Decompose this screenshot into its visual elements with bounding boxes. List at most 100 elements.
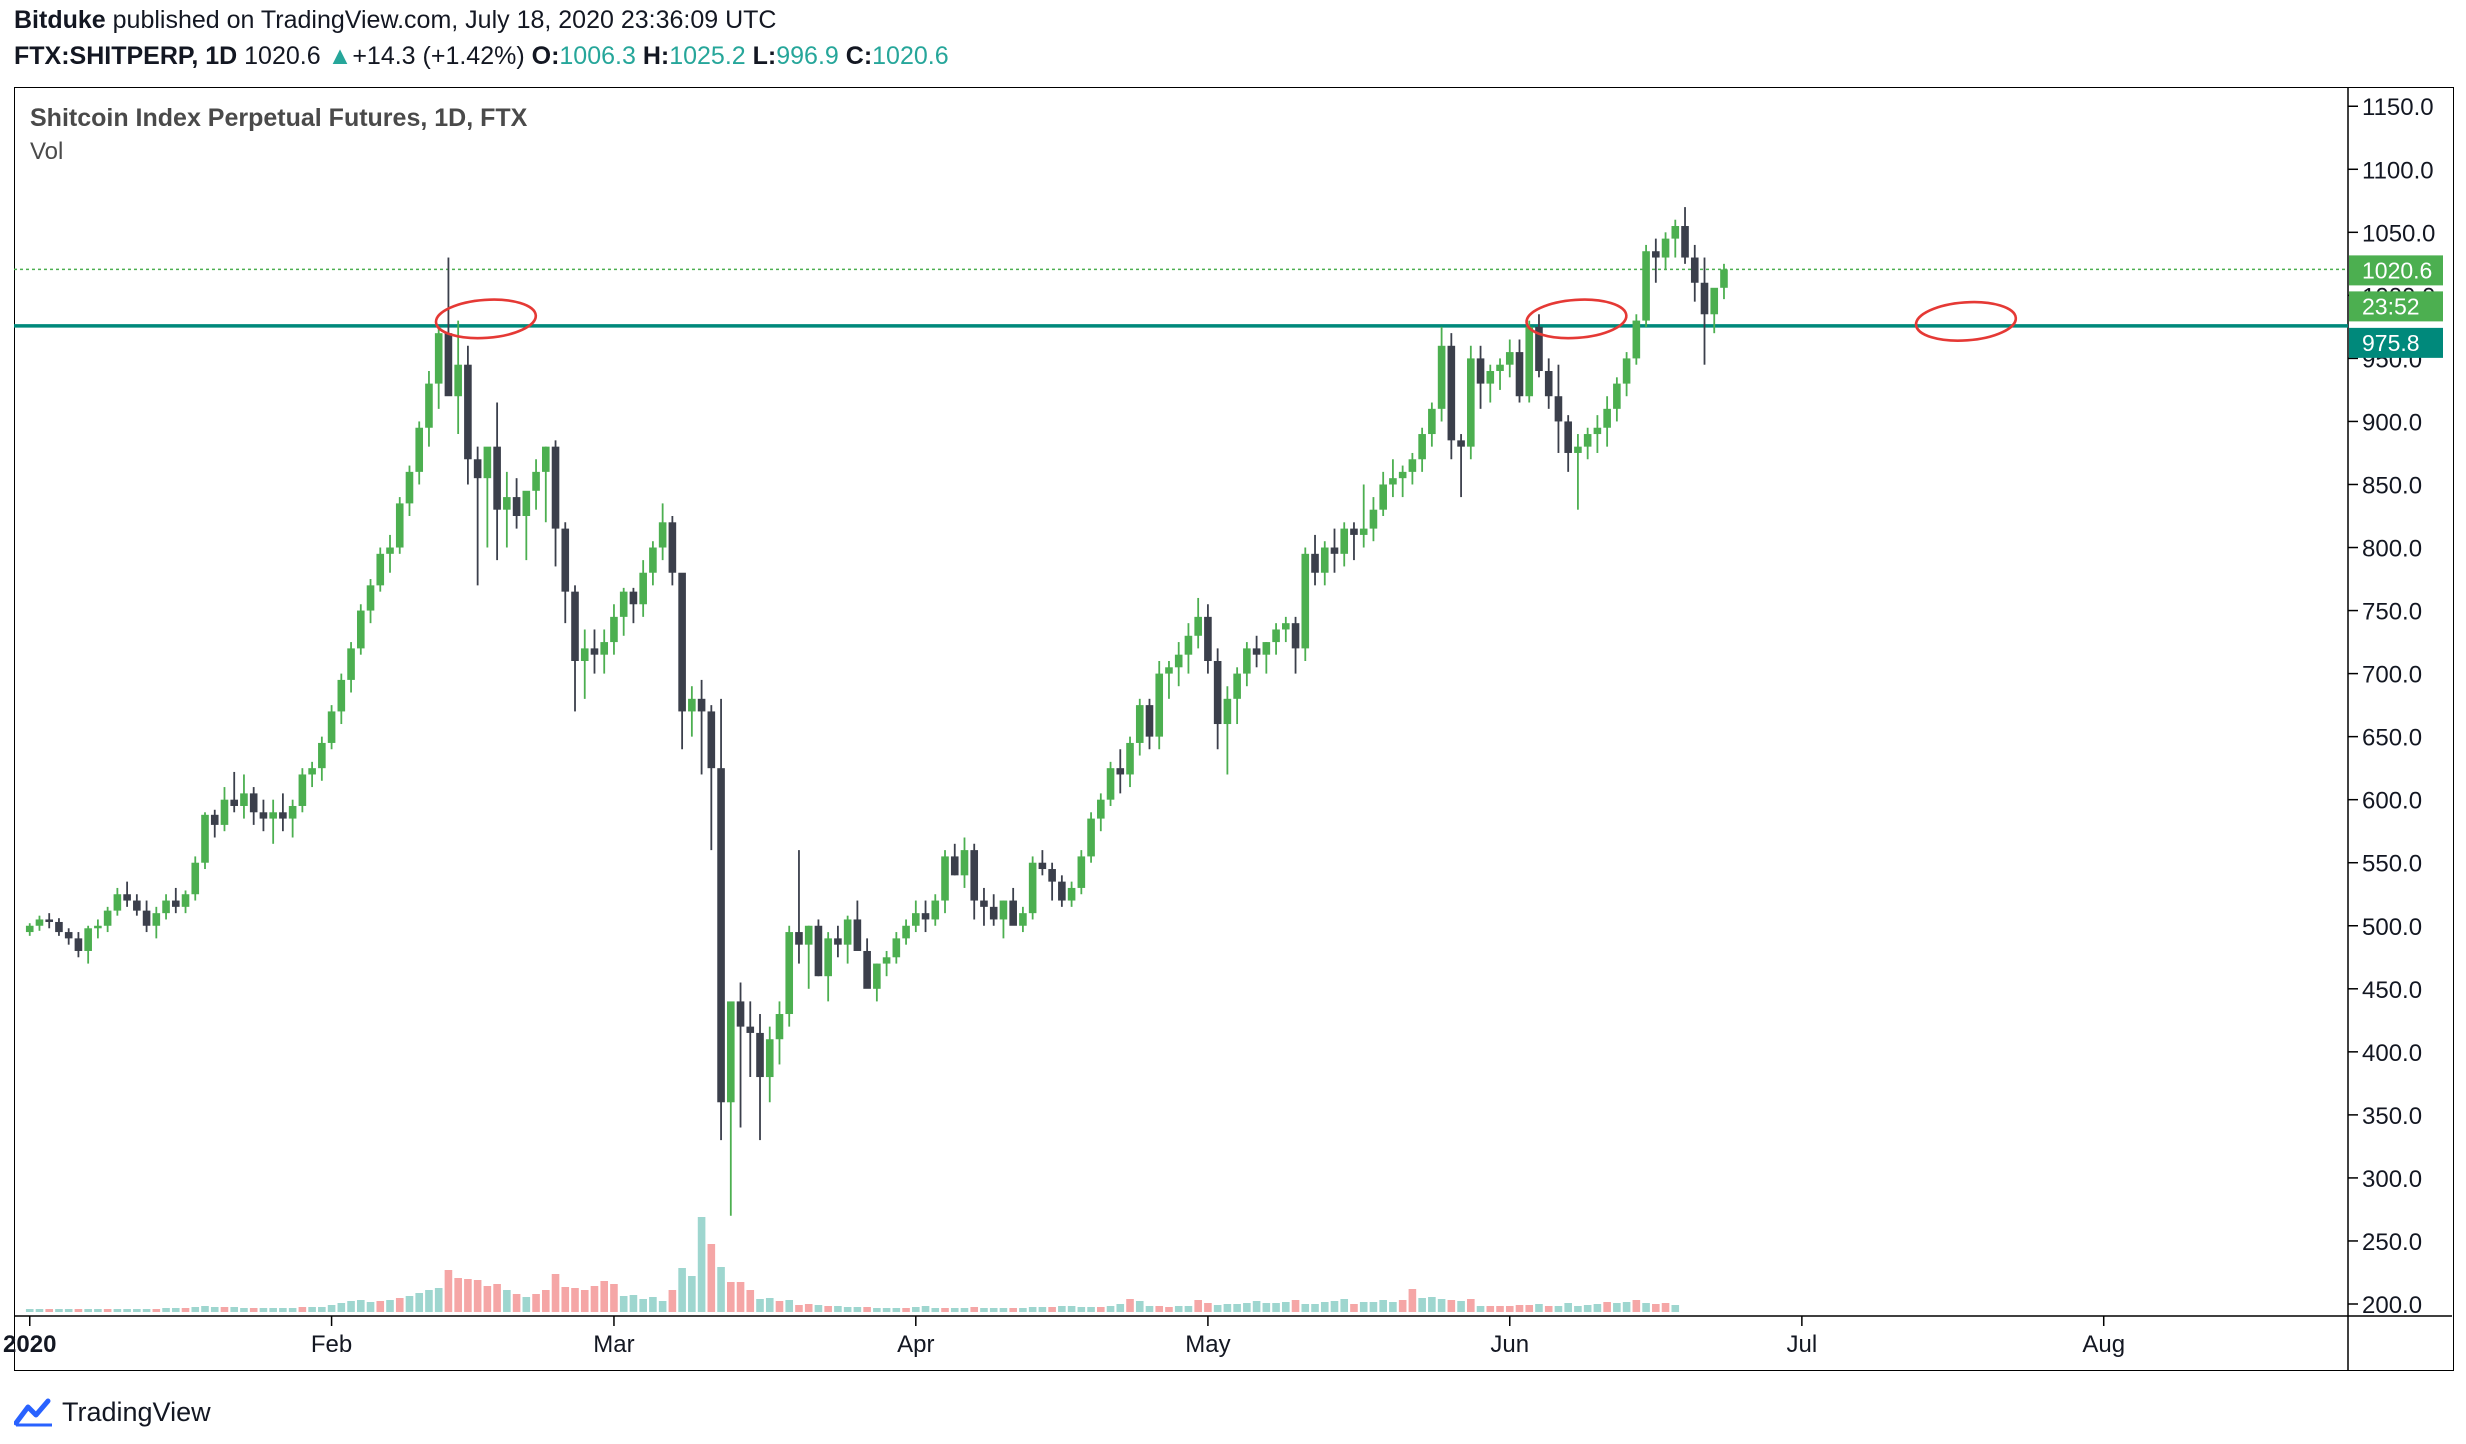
candle-body [1213, 660, 1222, 725]
candle-body [1574, 446, 1582, 453]
candle-body [152, 913, 161, 926]
candle-body [736, 1001, 745, 1027]
volume-bar [201, 1306, 209, 1312]
candle-body [688, 698, 696, 712]
candle-body [366, 585, 375, 611]
candle-body [1369, 509, 1378, 529]
volume-bar [727, 1282, 735, 1312]
volume-bar [162, 1308, 170, 1312]
volume-bar [347, 1301, 355, 1312]
candle-body [74, 938, 83, 951]
candle-body [1564, 421, 1572, 453]
volume-bar [259, 1308, 268, 1312]
volume-bar [639, 1299, 647, 1312]
open-label: O: [531, 42, 560, 70]
candle-body [619, 591, 628, 617]
volume-bar [765, 1298, 774, 1312]
volume-bar [366, 1302, 375, 1312]
volume-bar [298, 1307, 307, 1312]
volume-bar [1603, 1302, 1611, 1312]
x-tick-label: Aug [2082, 1331, 2125, 1358]
volume-bar [444, 1270, 453, 1312]
volume-bar [1330, 1301, 1339, 1312]
footer-brand[interactable]: TradingView [14, 1392, 211, 1432]
candle-body [1097, 799, 1105, 819]
candle-body [1058, 881, 1066, 901]
y-tick-label: 300.0 [2362, 1166, 2422, 1193]
candle-body [123, 894, 131, 901]
candle-body [541, 446, 550, 472]
candle-body [1457, 440, 1465, 447]
volume-bar [804, 1304, 813, 1312]
chart-frame[interactable] [14, 87, 2454, 1371]
price-change: +14.3 (+1.42%) [352, 42, 525, 70]
candle-body [1067, 887, 1076, 901]
candle-body [25, 925, 34, 933]
volume-bar [1447, 1300, 1456, 1312]
y-tick-label: 450.0 [2362, 977, 2422, 1004]
candle-body [405, 471, 414, 504]
candle-body [912, 913, 920, 926]
candle-body [1028, 862, 1037, 914]
candle-body [707, 711, 716, 769]
volume-bar [678, 1268, 686, 1312]
candle-body [1077, 856, 1086, 888]
candle-body [1282, 623, 1290, 630]
volume-bar [950, 1308, 959, 1312]
candle-body [483, 446, 492, 479]
candle-body [834, 938, 842, 945]
candle-body [1525, 326, 1534, 397]
ohlc-line: FTX:SHITPERP, 1D 1020.6 ▲+14.3 (+1.42%) … [14, 42, 949, 71]
volume-bar [269, 1308, 277, 1312]
candle-body [950, 856, 959, 876]
volume-bar [1204, 1303, 1212, 1312]
candle-body [249, 793, 258, 813]
candle-body [1223, 698, 1232, 725]
volume-bar [668, 1290, 677, 1312]
author-name[interactable]: Bitduke [14, 6, 106, 34]
candle-body [191, 862, 200, 895]
candle-body [1642, 251, 1650, 321]
candle-body [503, 497, 511, 510]
low-value: 996.9 [776, 42, 839, 70]
candle-body [201, 814, 209, 863]
volume-bar [561, 1287, 570, 1312]
volume-bar [1505, 1306, 1514, 1312]
symbol-label: FTX:SHITPERP, 1D [14, 42, 238, 70]
candle-body [1505, 352, 1514, 365]
y-tick-label: 850.0 [2362, 472, 2422, 499]
volume-bar [103, 1309, 112, 1312]
volume-bar [1223, 1304, 1232, 1312]
volume-bar [1320, 1302, 1329, 1312]
volume-bar [571, 1288, 579, 1312]
candle-body [1174, 654, 1183, 668]
candle-body [921, 913, 930, 920]
volume-bar [434, 1288, 443, 1312]
volume-bar [1048, 1307, 1056, 1312]
volume-bar [1028, 1307, 1037, 1312]
candle-body [1233, 673, 1241, 699]
candle-body [434, 333, 443, 384]
volume-bar [230, 1307, 239, 1312]
volume-bar [288, 1308, 297, 1312]
candle-body [1593, 427, 1602, 435]
volume-bar [55, 1309, 63, 1312]
x-tick-label: Feb [311, 1331, 352, 1358]
candle-body [668, 522, 677, 573]
candle-body [1048, 869, 1056, 882]
volume-bar [1418, 1298, 1426, 1312]
candle-body [415, 427, 424, 472]
candle-body [240, 793, 248, 806]
volume-bar [707, 1244, 716, 1312]
candle-body [678, 572, 686, 712]
volume-bar [1622, 1302, 1631, 1312]
countdown-tag-bg [2349, 291, 2443, 322]
volume-bar [1661, 1303, 1670, 1312]
volume-bar [74, 1309, 83, 1312]
candle-body [1652, 251, 1660, 258]
candle-body [1145, 705, 1154, 737]
candle-body [1126, 742, 1134, 775]
y-tick-label: 400.0 [2362, 1040, 2422, 1067]
countdown-tag: 23:52 [2362, 293, 2420, 319]
